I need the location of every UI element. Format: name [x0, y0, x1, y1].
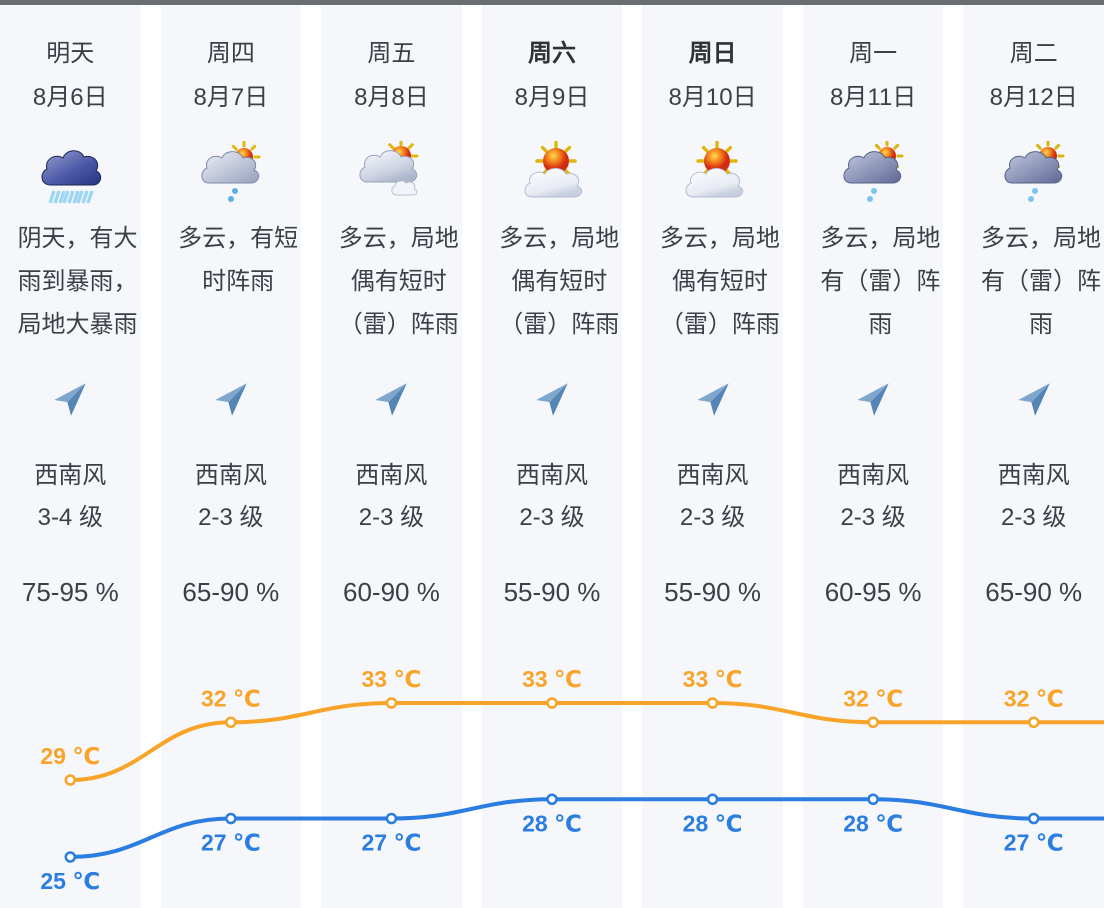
wind-arrow-icon — [1017, 383, 1050, 416]
wind-level-label: 2-3 级 — [198, 504, 264, 531]
forecast-column-day2: 周四 8月7日 多云，有短时阵雨 西南风 2-3 级 65-90 % — [160, 5, 302, 908]
wind-arrow-icon — [536, 383, 568, 416]
wind-direction-icon — [803, 377, 944, 423]
forecast-column-day7: 周二 8月12日 多云，局地有（雷）阵雨 西南风 2-3 级 65-90 % — [963, 5, 1104, 908]
date-label: 8月10日 — [668, 84, 757, 111]
humidity-label: 65-90 % — [985, 577, 1083, 607]
wind-direction-label: 西南风 — [34, 462, 107, 489]
humidity-label: 65-90 % — [182, 577, 280, 607]
wind-direction-label: 西南风 — [997, 462, 1070, 489]
dark-sun-shower-icon — [1004, 141, 1065, 202]
date-label: 8月7日 — [193, 84, 269, 111]
clouds-sun-icon — [359, 141, 419, 196]
day-label: 周一 — [849, 40, 898, 67]
sun-cloud-icon — [524, 141, 583, 198]
weather-description: 多云，局地有（雷）阵雨 — [980, 225, 1101, 338]
forecast-column-day6: 周一 8月11日 多云，局地有（雷）阵雨 西南风 2-3 级 60-95 % — [802, 5, 944, 908]
date-label: 8月12日 — [989, 84, 1078, 111]
weather-description: 阴天，有大雨到暴雨，局地大暴雨 — [17, 225, 138, 338]
weather-icon — [963, 135, 1104, 215]
wind-direction-label: 西南风 — [194, 462, 267, 489]
forecast-column-day5: 周日 8月10日 多云，局地偶有短时（雷）阵雨 西南风 2-3 级 55-90 … — [642, 5, 783, 908]
weather-description: 多云，有短时阵雨 — [178, 225, 299, 295]
humidity-label: 55-90 % — [664, 577, 761, 607]
weather-description: 多云，局地有（雷）阵雨 — [820, 225, 941, 338]
weather-icon — [321, 135, 462, 215]
wind-arrow-icon — [857, 383, 889, 416]
wind-direction-icon — [482, 377, 623, 423]
day-label: 明天 — [46, 40, 95, 67]
forecast-column-day4: 周六 8月9日 多云，局地偶有短时（雷）阵雨 西南风 2-3 级 55-90 % — [481, 5, 623, 908]
wind-direction-icon — [321, 377, 462, 423]
wind-direction-label: 西南风 — [515, 462, 588, 489]
wind-level-label: 2-3 级 — [1001, 504, 1067, 531]
wind-level-label: 2-3 级 — [358, 504, 425, 531]
date-label: 8月9日 — [514, 84, 590, 111]
wind-level-label: 3-4 级 — [37, 504, 103, 531]
wind-level-label: 2-3 级 — [519, 504, 585, 531]
wind-direction-icon — [642, 377, 783, 423]
wind-direction-icon — [963, 377, 1104, 423]
day-label: 周二 — [1009, 40, 1058, 67]
weather-description: 多云，局地偶有短时（雷）阵雨 — [499, 225, 620, 338]
humidity-label: 75-95 % — [21, 577, 119, 607]
wind-arrow-icon — [215, 383, 247, 416]
dark-sun-shower-icon — [843, 141, 904, 202]
wind-direction-label: 西南风 — [355, 462, 428, 489]
sun-shower-icon — [201, 141, 261, 202]
forecast-column-day1: 明天 8月6日 阴天，有大雨到暴雨，局地大暴雨 西南风 3-4 级 75-95 … — [0, 5, 141, 908]
forecast-column-day3: 周五 8月8日 多云，局地偶有短时（雷）阵雨 西南风 2-3 级 60-90 % — [321, 5, 462, 908]
weather-description: 多云，局地偶有短时（雷）阵雨 — [659, 225, 780, 338]
wind-direction-label: 西南风 — [676, 462, 749, 489]
forecast-columns: 明天 8月6日 阴天，有大雨到暴雨，局地大暴雨 西南风 3-4 级 75-95 … — [0, 5, 1104, 908]
weather-icon — [803, 135, 944, 215]
wind-arrow-icon — [696, 383, 729, 416]
wind-arrow-icon — [54, 383, 87, 416]
day-label: 周四 — [206, 40, 255, 67]
wind-level-label: 2-3 级 — [840, 504, 906, 531]
humidity-label: 60-95 % — [824, 577, 922, 607]
wind-arrow-icon — [375, 383, 408, 416]
weather-icon — [161, 135, 302, 215]
sun-cloud-icon — [685, 141, 743, 198]
weather-description: 多云，局地偶有短时（雷）阵雨 — [338, 225, 459, 338]
day-label: 周六 — [527, 40, 576, 67]
weather-icon — [482, 135, 623, 215]
humidity-label: 60-90 % — [343, 577, 440, 607]
wind-direction-icon — [161, 377, 302, 423]
window-top-strip — [0, 0, 1104, 5]
day-label: 周五 — [367, 40, 416, 67]
weather-icon — [0, 135, 141, 215]
humidity-label: 55-90 % — [503, 577, 601, 607]
day-label: 周日 — [688, 40, 737, 67]
weather-icon — [642, 135, 783, 215]
date-label: 8月6日 — [32, 84, 108, 111]
wind-direction-icon — [0, 377, 141, 423]
wind-direction-label: 西南风 — [837, 462, 910, 489]
heavy-rain-icon — [41, 150, 102, 204]
date-label: 8月8日 — [354, 84, 429, 111]
date-label: 8月11日 — [830, 84, 917, 111]
wind-level-label: 2-3 级 — [679, 504, 746, 531]
